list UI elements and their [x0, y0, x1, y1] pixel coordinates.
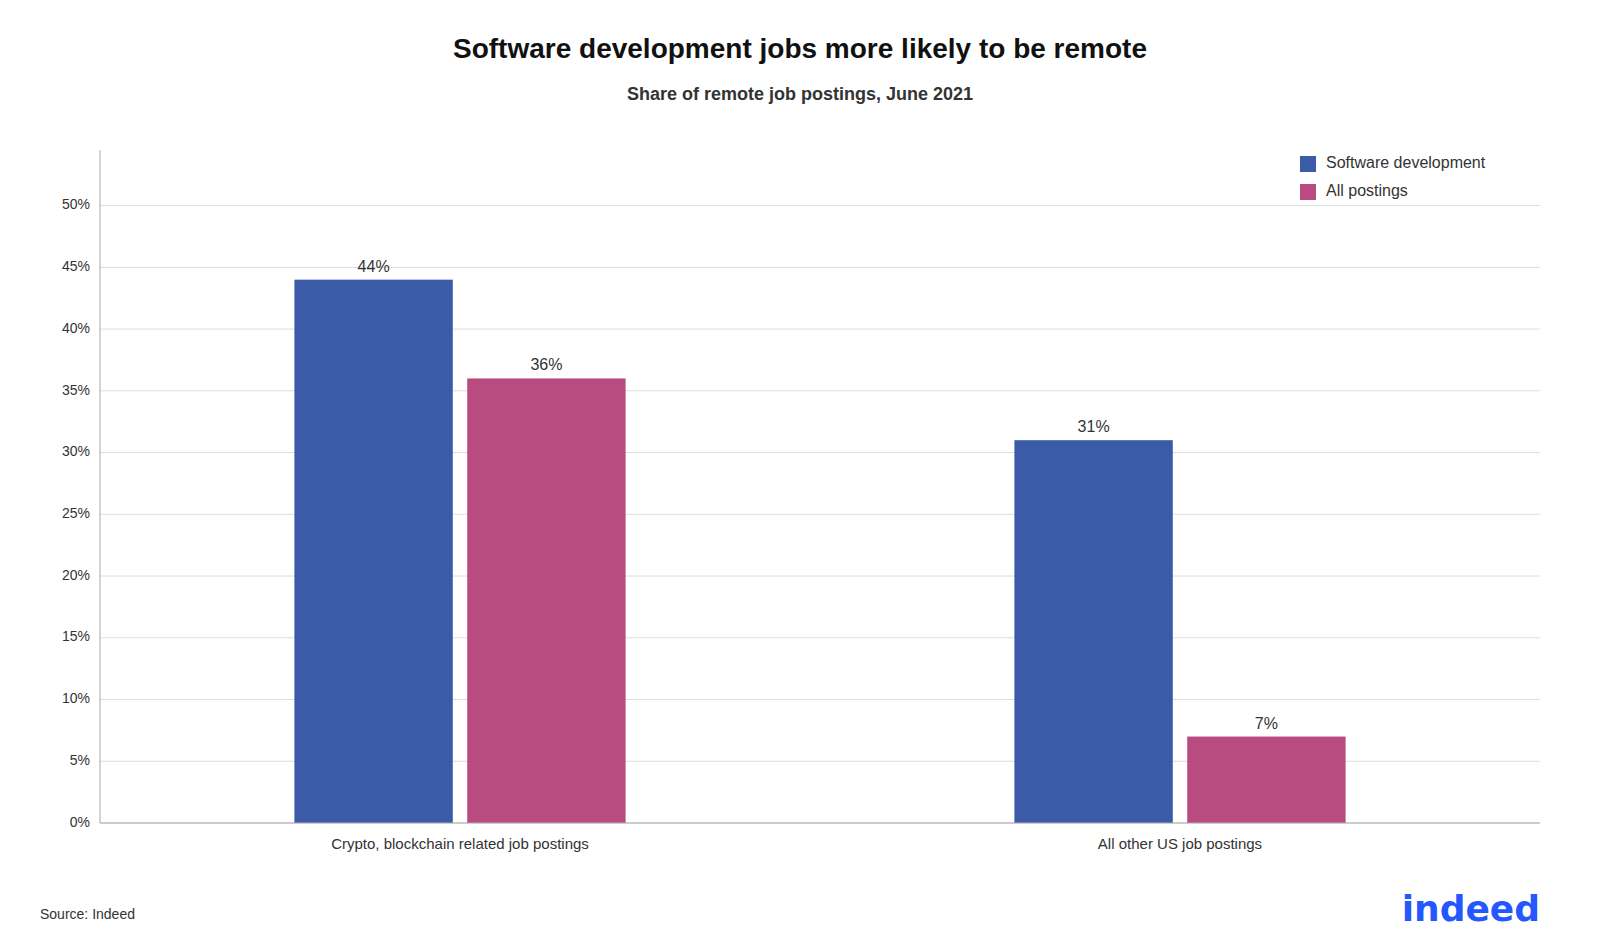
legend-label: Software development: [1326, 154, 1486, 171]
y-tick-label: 50%: [62, 196, 90, 212]
x-tick-label: Crypto, blockchain related job postings: [331, 835, 589, 852]
legend-swatch: [1300, 184, 1316, 200]
y-tick-label: 30%: [62, 443, 90, 459]
bar: [1187, 737, 1345, 823]
data-label: 7%: [1255, 715, 1278, 732]
y-tick-label: 45%: [62, 258, 90, 274]
bar: [1014, 440, 1172, 823]
legend-label: All postings: [1326, 182, 1408, 199]
logo: indeed: [1402, 888, 1540, 929]
y-tick-label: 20%: [62, 567, 90, 583]
y-tick-label: 15%: [62, 628, 90, 644]
data-label: 36%: [530, 356, 562, 373]
legend: Software development All postings: [1300, 154, 1486, 200]
x-tick-label: All other US job postings: [1098, 835, 1262, 852]
y-tick-label: 40%: [62, 320, 90, 336]
y-tick-label: 10%: [62, 690, 90, 706]
x-axis-line: [100, 823, 1540, 824]
chart: 0% 5% 10% 15% 20% 25% 30% 35% 40% 45% 50% 44% 31% 36%…: [0, 0, 1600, 943]
background: [0, 0, 1600, 943]
grid-line: [100, 205, 1540, 206]
data-labels: 44% 31% 36% 7%: [358, 258, 1278, 732]
grid-line: [100, 823, 1540, 824]
y-tick-label: 25%: [62, 505, 90, 521]
y-axis-line: [100, 150, 101, 823]
y-tick-label: 35%: [62, 382, 90, 398]
source-note: Source: Indeed: [40, 906, 135, 922]
data-label: 44%: [358, 258, 390, 275]
y-tick-label: 5%: [70, 752, 90, 768]
bar: [467, 378, 625, 823]
bars: [294, 280, 1345, 823]
bar: [294, 280, 452, 823]
data-label: 31%: [1078, 418, 1110, 435]
legend-swatch: [1300, 156, 1316, 172]
title: Software development jobs more likely to…: [453, 33, 1147, 64]
y-grid: [100, 206, 1540, 823]
subtitle: Share of remote job postings, June 2021: [627, 84, 973, 104]
grid-line: [100, 267, 1540, 268]
y-tick-label: 0%: [70, 814, 90, 830]
